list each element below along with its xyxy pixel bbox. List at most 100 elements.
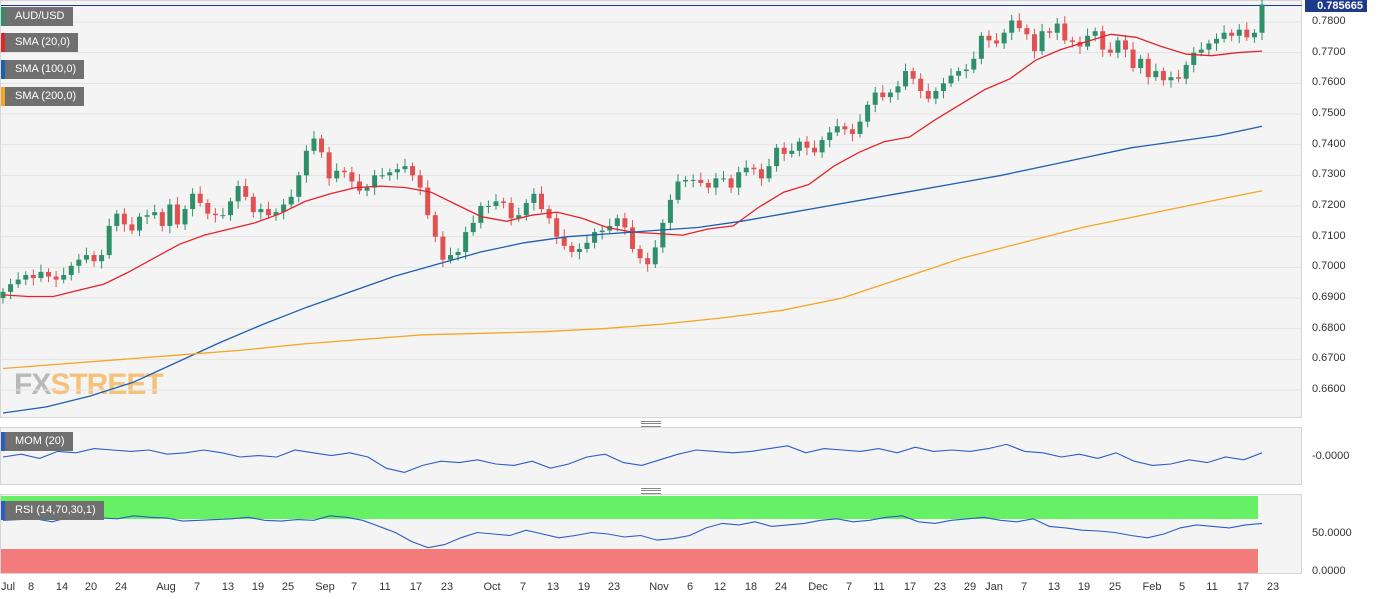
x-tick-label: Dec [808,581,828,593]
legend-swatch-rsi [1,501,5,520]
x-tick-label: 23 [933,581,947,593]
candle-body [971,58,977,70]
candle-body [645,258,651,265]
candle-body [978,35,984,59]
candle-body [387,172,393,176]
candle-body [910,71,916,79]
candle-body [1221,32,1227,39]
legend-sma200[interactable]: SMA (200,0) [1,87,85,106]
candle-body [1107,49,1113,53]
candle-body [1115,40,1121,53]
candle-body [463,232,469,252]
candle-body [667,199,673,223]
candle-body [470,222,476,233]
candle-body [379,175,385,177]
candle-body [857,121,863,134]
candle-body [1039,31,1045,52]
candle-body [933,91,939,99]
candle-body [46,271,52,277]
legend-sma100-label: SMA (100,0) [15,63,77,75]
x-tick-label: 29 [963,581,977,593]
legend-symbol-label: AUD/USD [15,10,65,22]
candle-body [1160,71,1166,81]
y-tick-label: 0.7800 [1312,15,1346,27]
candle-body [205,202,211,214]
x-tick-label: 25 [281,581,295,593]
candle-body [516,215,522,219]
candle-body [1138,58,1144,68]
rsi-oversold-zone [1,549,1258,573]
x-tick-label: 12 [713,581,727,593]
candle-body [220,215,226,217]
candle-body [425,187,431,216]
candle-body [705,183,711,188]
candle-body [690,179,696,181]
candle-body [288,196,294,205]
candle-body [1092,31,1098,36]
candle-body [713,178,719,188]
candle-body [137,216,143,231]
y-tick-label: 0.6900 [1312,291,1346,303]
candle-body [1145,58,1151,78]
legend-rsi[interactable]: RSI (14,70,30,1) [1,501,104,520]
candle-body [61,275,67,280]
pane-resize-handle-rsi[interactable] [641,488,661,494]
candle-body [994,40,1000,44]
candle-body [372,175,378,188]
candle-body [637,248,643,259]
candle-body [190,193,196,210]
candle-body [402,166,408,170]
x-tick-label: 11 [379,581,391,593]
x-tick-label: 7 [845,581,853,593]
candle-body [538,193,544,210]
x-tick-label: Feb [1142,581,1162,593]
candle-body [265,209,271,216]
candle-body [1259,4,1265,33]
x-tick-label: 13 [221,581,235,593]
x-tick-label: 25 [1108,581,1122,593]
legend-swatch-symbol [1,7,5,26]
candle-body [561,236,567,246]
legend-sma100[interactable]: SMA (100,0) [1,60,85,79]
legend-swatch-sma20 [1,33,5,52]
legend-sma20[interactable]: SMA (20,0) [1,33,79,52]
x-tick-label: 19 [577,581,591,593]
candle-body [887,92,893,98]
legend-sma200-label: SMA (200,0) [15,90,77,102]
candle-body [114,213,120,226]
candle-body [849,129,855,134]
x-tick-label: Oct [483,581,501,593]
candle-body [341,170,347,173]
candle-body [212,213,218,216]
x-tick-label: 19 [1077,581,1091,593]
y-tick-label: 0.7300 [1312,168,1346,181]
candle-body [501,201,507,203]
candle-body [963,69,969,72]
price-pane [0,0,1302,418]
x-tick-label: 24 [114,581,128,593]
x-tick-label: 17 [903,581,917,593]
candle-body [842,126,848,130]
candle-body [743,167,749,173]
candle-body [432,215,438,237]
candle-body [1100,31,1106,50]
legend-symbol[interactable]: AUD/USD [1,7,73,26]
candle-body [76,259,82,266]
x-tick-label: 24 [774,581,788,593]
candle-body [23,275,29,280]
x-tick-label: 8 [27,581,35,593]
legend-mom[interactable]: MOM (20) [1,432,73,451]
candle-body [940,83,946,91]
y-tick-label: 0.6700 [1312,352,1346,365]
candle-body [683,179,689,182]
candle-body [1244,29,1250,38]
candle-body [1153,71,1159,78]
pane-resize-handle-mom[interactable] [641,421,661,427]
x-tick-label: 23 [607,581,621,593]
candle-body [584,242,590,249]
candle-body [68,265,74,275]
candle-body [925,91,931,99]
candle-body [827,132,833,141]
legend-mom-label: MOM (20) [15,435,65,447]
